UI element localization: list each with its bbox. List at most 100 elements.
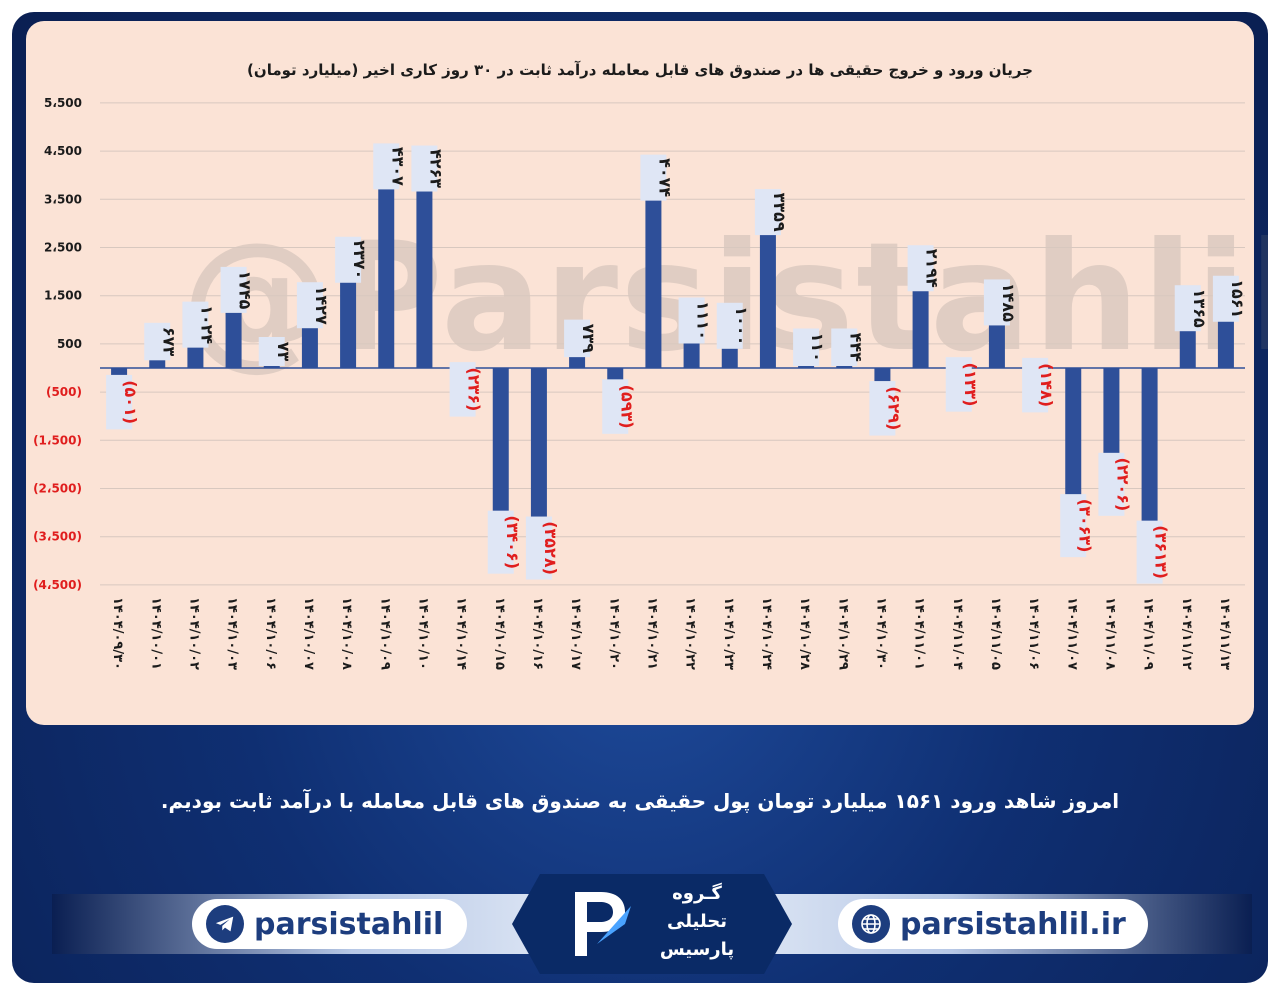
y-tick-label: 5،500 [44, 96, 82, 110]
value-label-box [602, 379, 629, 434]
value-label: ۱۱۱۰ [694, 301, 713, 340]
value-label: (۲۳۶) [465, 367, 484, 411]
value-label-box [1174, 285, 1201, 332]
value-label-box [373, 143, 400, 190]
x-tick-label: ۱۴۰۴/۱۱/۱۳ [1217, 597, 1232, 670]
value-label: ۳۳۵۹ [770, 193, 789, 232]
y-tick-label: (1،500) [33, 433, 82, 447]
value-label: (۵۹۳) [617, 385, 636, 429]
x-tick-label: ۱۴۰۴/۱۰/۰۳ [225, 597, 240, 670]
value-label-box [335, 236, 362, 283]
value-label-box [678, 297, 705, 344]
value-label: ۴۴۴ [846, 333, 865, 363]
y-tick-label: (3،500) [33, 530, 82, 544]
value-label: ۴۳۰۷ [388, 147, 407, 186]
x-tick-label: ۱۴۰۴/۱۱/۰۸ [1102, 597, 1117, 670]
y-tick-label: 2،500 [44, 241, 82, 255]
x-tick-label: ۱۴۰۴/۱۰/۱۷ [568, 597, 583, 670]
bar [263, 364, 280, 368]
y-tick-label: 4،500 [44, 144, 82, 158]
value-label-box [869, 381, 896, 436]
y-tick-label: 500 [57, 337, 82, 351]
value-label-box [716, 302, 743, 349]
value-label: (۵۰۱) [121, 380, 140, 424]
value-label-box [1212, 275, 1239, 322]
value-label: ۱۰۲۴ [197, 305, 216, 344]
y-tick-label: 1،500 [44, 289, 82, 303]
x-tick-label: ۱۴۰۴/۱۰/۰۹ [377, 597, 392, 670]
bar [416, 162, 433, 368]
y-tick-label: (2،500) [33, 482, 82, 496]
telegram-handle: parsistahlil [254, 906, 444, 942]
value-label-box [907, 245, 934, 292]
x-tick-label: ۱۴۰۴/۱۰/۲۰ [606, 597, 621, 670]
chart-title: جریان ورود و خروج حقیقی ها در صندوق های … [247, 61, 1033, 79]
logo-line-1: گـروه [672, 883, 722, 904]
telegram-icon [206, 905, 244, 943]
value-label: ۷۳ [274, 342, 293, 362]
value-label: ۱۵۶۱ [1228, 279, 1247, 318]
value-label-box [258, 337, 285, 366]
x-tick-label: ۱۴۰۴/۱۱/۰۴ [950, 597, 965, 670]
logo-badge [512, 874, 792, 974]
x-tick-label: ۱۴۰۴/۱۰/۲۴ [759, 597, 774, 670]
website-link[interactable]: parsistahlil.ir [838, 899, 1148, 949]
value-label-box [1022, 357, 1049, 413]
value-label-box [831, 328, 858, 366]
value-label-box [754, 189, 781, 236]
value-label: (۳۴۰۶) [503, 515, 522, 569]
x-tick-label: ۱۴۰۴/۱۰/۰۱ [148, 597, 163, 670]
y-tick-label: 3،500 [44, 192, 82, 206]
value-label-box [449, 362, 476, 417]
logo-line-2: تحلیلی [667, 911, 727, 932]
value-label: (۱۴۸) [1037, 363, 1056, 407]
value-label-box [564, 319, 591, 358]
value-label-box [640, 154, 667, 201]
value-label: ۱۳۶۵ [1190, 289, 1209, 328]
telegram-link[interactable]: parsistahlil [192, 899, 467, 949]
x-tick-label: ۱۴۰۴/۱۰/۲۱ [644, 597, 659, 670]
x-tick-label: ۱۴۰۴/۱۰/۱۴ [454, 597, 469, 670]
value-label: ۷۳۹ [579, 324, 598, 354]
value-label: (۲۲۰۶) [1113, 457, 1132, 511]
x-tick-label: ۱۴۰۴/۱۱/۰۶ [1026, 597, 1041, 670]
value-label-box [296, 282, 323, 329]
value-label: ۱۱۰ [808, 333, 827, 362]
website-url: parsistahlil.ir [900, 906, 1126, 942]
value-label-box [793, 328, 820, 366]
bar [1065, 368, 1082, 516]
value-label: (۳۵۲۸) [541, 521, 560, 575]
globe-icon [852, 905, 890, 943]
logo-text: گـروه تحلیلی پارسیس [642, 880, 752, 964]
value-label: ۴۰۷۴ [655, 158, 674, 197]
x-tick-label: ۱۴۰۴/۱۰/۳۰ [873, 597, 888, 670]
value-label: (۳۶۱۳) [1152, 525, 1171, 579]
frame: @Parsistahlil جریان ورود و خروج حقیقی ها… [12, 12, 1268, 983]
value-label-box [1098, 452, 1125, 516]
bar [645, 171, 662, 368]
bar [1103, 368, 1120, 475]
value-label-box [1060, 494, 1087, 558]
caption: امروز شاهد ورود ۱۵۶۱ میلیارد تومان پول ح… [160, 789, 1120, 813]
value-label-box [487, 510, 514, 574]
bar [492, 368, 509, 533]
value-label: ۱۴۲۷ [312, 286, 331, 325]
x-tick-label: ۱۴۰۴/۱۱/۰۵ [988, 597, 1003, 670]
value-label-box [945, 357, 972, 412]
x-tick-label: ۱۴۰۴/۱۰/۱۵ [492, 597, 507, 670]
x-tick-label: ۱۴۰۴/۰۹/۳۰ [110, 597, 125, 670]
value-label-box [525, 516, 552, 580]
bar [1141, 368, 1158, 543]
value-label-box [106, 374, 133, 430]
x-tick-label: ۱۴۰۴/۱۰/۲۳ [721, 597, 736, 670]
y-tick-label: (500) [46, 385, 82, 399]
x-tick-label: ۱۴۰۴/۱۰/۱۰ [415, 597, 430, 670]
x-tick-label: ۱۴۰۴/۱۰/۰۷ [301, 597, 316, 670]
bar [759, 206, 776, 368]
value-label: ۱۴۸۵ [999, 283, 1018, 322]
value-label-box [182, 301, 209, 348]
x-tick-label: ۱۴۰۴/۱۱/۰۹ [1141, 597, 1156, 670]
bar [530, 368, 547, 539]
x-tick-label: ۱۴۰۴/۱۱/۱۲ [1179, 597, 1194, 670]
